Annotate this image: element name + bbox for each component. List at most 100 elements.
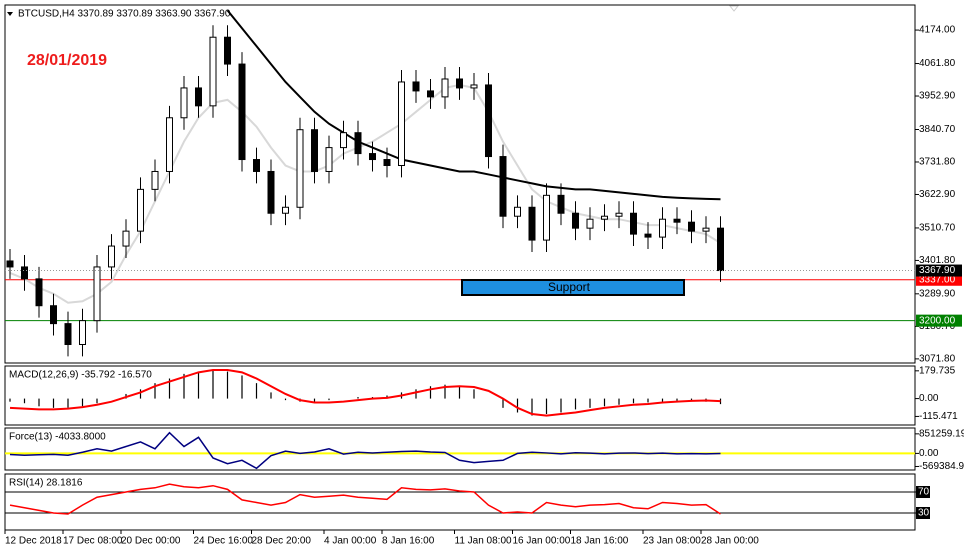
support-box — [461, 279, 685, 296]
price-box — [916, 264, 962, 277]
macd-bar — [212, 370, 214, 399]
macd-bar — [183, 373, 185, 399]
candle-body — [470, 84, 478, 89]
macd-bar — [241, 375, 243, 399]
price-label: 3337.00 — [919, 274, 956, 285]
y-tick-label: 3289.90 — [919, 288, 956, 299]
x-tick-label: 16 Jan 00:00 — [513, 536, 571, 547]
macd-bar — [647, 398, 649, 403]
candle-body — [79, 320, 86, 346]
candle-body — [122, 230, 130, 247]
panel-frame — [4, 473, 916, 531]
macd-bar — [81, 398, 84, 407]
candle-body — [485, 84, 492, 158]
y-tick-label: 3510.70 — [919, 223, 956, 234]
moving-average — [226, 9, 721, 201]
macd-bar — [690, 398, 693, 401]
macd-bar — [632, 398, 635, 404]
macd-bar — [444, 384, 446, 399]
x-tick-label: 4 Jan 00:00 — [324, 536, 377, 547]
candle-body — [253, 159, 260, 172]
candle-body — [340, 132, 347, 149]
level-box — [916, 506, 930, 519]
force-line — [9, 431, 721, 470]
y-tick-label: 3840.70 — [919, 124, 956, 135]
macd-bar — [226, 371, 229, 399]
macd-bar — [197, 371, 200, 399]
macd-bar — [415, 389, 417, 399]
macd-bar — [284, 398, 287, 401]
macd-bar — [328, 398, 330, 401]
candle-body — [369, 153, 376, 161]
macd-bar — [589, 398, 591, 408]
macd-bar — [357, 397, 359, 399]
candle-body — [383, 159, 391, 167]
candle-body — [427, 90, 434, 98]
candle-body — [108, 245, 115, 268]
candle-body — [6, 260, 14, 268]
x-tick-label: 8 Jan 16:00 — [382, 536, 435, 547]
support-label: Support — [548, 280, 591, 294]
macd-bar — [38, 398, 40, 407]
candle-body — [615, 212, 623, 217]
price-box — [916, 273, 962, 286]
candle-body — [543, 194, 550, 241]
candle-body — [93, 266, 101, 322]
y-tick-label: 3622.90 — [919, 189, 956, 200]
macd-bar — [545, 398, 548, 415]
y-tick-label: 4061.80 — [919, 58, 956, 69]
candle-body — [630, 212, 637, 235]
candle-body — [702, 227, 710, 232]
y-tick-label: 30 — [918, 508, 930, 519]
macd-bar — [154, 383, 156, 399]
macd-bar — [429, 386, 432, 399]
macd-bar — [96, 398, 98, 404]
candle-body — [601, 215, 608, 220]
candle-body — [514, 206, 521, 217]
macd-bar — [531, 398, 533, 416]
y-tick-label: 3731.80 — [919, 157, 956, 168]
macd-bar — [560, 398, 562, 413]
y-tick-label: 3071.80 — [919, 354, 956, 365]
panel-title: Force(13) -4033.8000 — [9, 432, 106, 443]
x-tick-label: 20 Dec 00:00 — [121, 536, 181, 547]
y-tick-label: 0.00 — [919, 448, 939, 459]
candle-body — [224, 36, 231, 65]
panel-frame — [4, 4, 916, 364]
panel-title: BTCUSD,H4 3370.89 3370.89 3363.90 3367.9… — [18, 9, 231, 20]
y-tick-label: 4174.00 — [919, 25, 956, 36]
macd-bar — [574, 398, 577, 410]
y-tick-label: 0.00 — [919, 393, 939, 404]
macd-bar — [255, 383, 258, 399]
signal-line — [9, 369, 721, 417]
candle-body — [557, 194, 565, 214]
price-box — [916, 314, 962, 327]
level-box — [916, 486, 930, 499]
y-tick-label: 3952.90 — [919, 91, 956, 102]
candle-body — [354, 132, 362, 155]
candle-body — [267, 170, 275, 214]
x-tick-label: 23 Jan 08:00 — [643, 536, 701, 547]
candle-body — [209, 36, 217, 107]
candle-body — [64, 323, 72, 346]
candle-body — [50, 305, 57, 325]
candle-body — [398, 81, 405, 167]
macd-bar — [661, 398, 664, 402]
panel-title: MACD(12,26,9) -35.792 -16.570 — [9, 370, 152, 381]
macd-bar — [313, 398, 316, 402]
y-tick-label: -115.471 — [919, 411, 958, 422]
macd-bar — [603, 398, 606, 407]
menu-arrow — [7, 12, 13, 16]
candle-body — [180, 87, 188, 119]
y-tick-label: 179.735 — [919, 365, 956, 376]
candle-body — [195, 87, 202, 107]
macd-bar — [270, 392, 272, 399]
x-tick-label: 24 Dec 16:00 — [194, 536, 254, 547]
rsi-line — [9, 483, 721, 515]
candle-body — [238, 63, 246, 161]
candle-body — [586, 218, 594, 229]
candle-body — [137, 188, 144, 232]
candle-body — [325, 147, 333, 172]
